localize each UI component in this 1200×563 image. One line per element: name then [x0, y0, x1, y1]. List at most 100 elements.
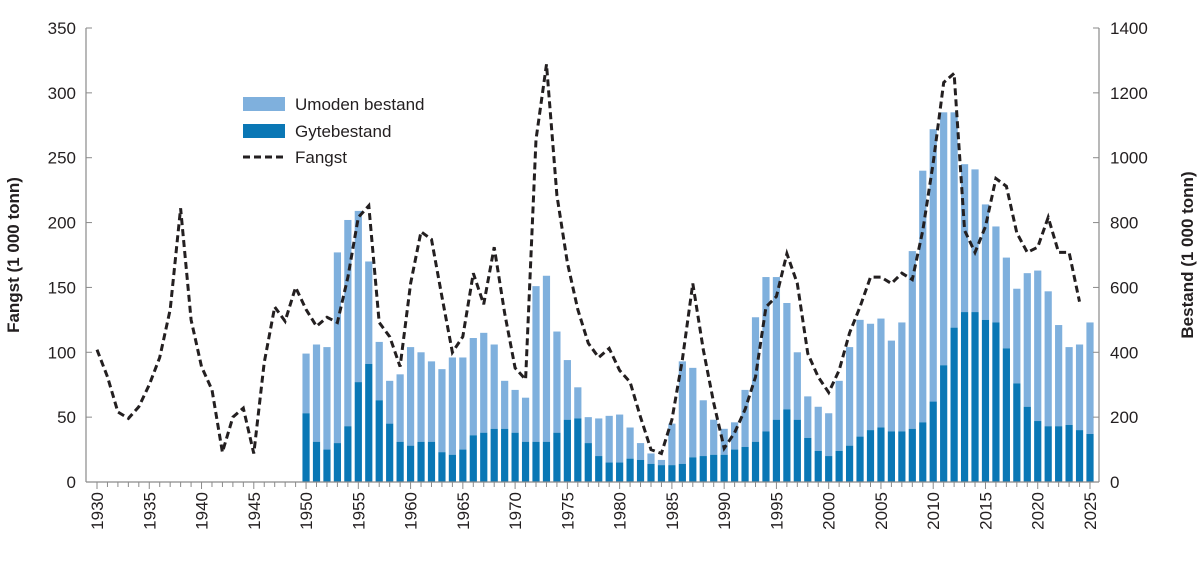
bar-umoden-2009	[919, 170, 927, 423]
bar-umoden-1985	[668, 423, 676, 466]
bar-umoden-2012	[950, 112, 958, 328]
bar-umoden-1982	[636, 443, 645, 460]
left-tick-label: 300	[48, 84, 76, 103]
bar-umoden-2002	[845, 347, 854, 446]
bar-gyte-1953	[333, 443, 342, 482]
bar-umoden-1968	[490, 344, 498, 429]
bar-umoden-2024	[1075, 344, 1084, 431]
bar-gyte-2020	[1034, 421, 1042, 482]
bar-umoden-1952	[323, 347, 331, 450]
bar-gyte-1979	[605, 462, 613, 482]
bar-umoden-2015	[981, 204, 990, 320]
bar-umoden-2018	[1013, 288, 1021, 384]
bar-gyte-1985	[668, 465, 676, 482]
legend-label-umoden: Umoden bestand	[295, 95, 424, 114]
bar-gyte-1990	[720, 454, 728, 482]
legend-label-gyte: Gytebestand	[295, 122, 391, 141]
bar-gyte-1995	[772, 419, 781, 482]
bar-gyte-2007	[898, 431, 906, 482]
bar-gyte-1989	[710, 454, 718, 482]
bar-umoden-1967	[480, 332, 488, 433]
x-tick-label: 1975	[558, 492, 577, 530]
bar-umoden-1973	[542, 275, 551, 442]
bar-gyte-2001	[835, 450, 843, 482]
bar-gyte-2025	[1086, 434, 1094, 482]
bar-gyte-1962	[427, 441, 436, 482]
bar-gyte-2000	[825, 456, 833, 482]
bar-umoden-2019	[1023, 273, 1031, 407]
bar-umoden-2014	[971, 169, 979, 313]
bar-umoden-1983	[647, 453, 655, 464]
bar-gyte-1967	[480, 432, 488, 482]
bar-umoden-1954	[344, 219, 352, 427]
right-tick-label: 800	[1110, 214, 1138, 233]
bar-umoden-1987	[689, 367, 697, 458]
x-tick-label: 1945	[245, 492, 264, 530]
right-tick-label: 1200	[1110, 84, 1148, 103]
bar-gyte-1955	[354, 382, 362, 482]
legend-label-fangst: Fangst	[295, 148, 347, 167]
bar-gyte-1957	[375, 400, 383, 482]
right-tick-label: 0	[1110, 473, 1119, 492]
bar-gyte-1980	[616, 462, 624, 482]
bar-gyte-2014	[971, 312, 979, 482]
bar-umoden-2022	[1055, 325, 1063, 427]
right-axis-label: Bestand (1 000 tonn)	[1178, 171, 1197, 338]
bar-umoden-1989	[710, 419, 718, 455]
bar-gyte-1959	[396, 441, 404, 482]
left-tick-label: 0	[67, 473, 76, 492]
x-tick-label: 1930	[88, 492, 107, 530]
right-tick-label: 400	[1110, 343, 1138, 362]
bar-gyte-1969	[501, 428, 509, 482]
left-tick-label: 150	[48, 278, 76, 297]
bar-umoden-2007	[898, 322, 906, 432]
bar-umoden-2000	[825, 413, 833, 457]
x-tick-label: 1990	[715, 492, 734, 530]
bar-gyte-1978	[595, 456, 603, 482]
x-tick-label: 1980	[611, 492, 630, 530]
left-tick-label: 200	[48, 214, 76, 233]
bar-umoden-1969	[501, 380, 509, 429]
x-tick-label: 1970	[506, 492, 525, 530]
bar-gyte-1976	[574, 418, 582, 482]
bar-gyte-1971	[521, 441, 530, 482]
bar-gyte-1984	[657, 465, 666, 482]
bar-umoden-1964	[448, 357, 456, 455]
bar-gyte-1954	[344, 426, 352, 482]
bar-gyte-1991	[731, 449, 739, 482]
x-tick-label: 1940	[193, 492, 212, 530]
x-tick-label: 1965	[454, 492, 473, 530]
x-tick-label: 1985	[663, 492, 682, 530]
bar-umoden-1961	[417, 352, 425, 442]
bar-gyte-1952	[323, 449, 331, 482]
bar-umoden-2011	[940, 112, 948, 366]
bar-umoden-2005	[877, 318, 885, 428]
bar-umoden-1974	[553, 331, 561, 433]
bar-umoden-2023	[1065, 347, 1073, 425]
x-tick-label: 2000	[820, 492, 839, 530]
bar-gyte-1999	[814, 450, 822, 482]
bar-gyte-1996	[783, 409, 791, 482]
x-tick-label: 2005	[872, 492, 891, 530]
bar-gyte-1994	[762, 431, 770, 482]
left-tick-label: 100	[48, 343, 76, 362]
bar-gyte-2010	[929, 401, 937, 482]
x-tick-label: 2015	[976, 492, 995, 530]
bar-umoden-1997	[793, 352, 801, 420]
bar-gyte-2022	[1055, 426, 1063, 482]
bar-gyte-1964	[448, 454, 456, 482]
bar-umoden-1996	[783, 302, 791, 410]
legend: Umoden bestand Gytebestand Fangst	[243, 95, 424, 167]
right-tick-label: 1400	[1110, 19, 1148, 38]
x-tick-label: 1995	[767, 492, 786, 530]
bar-umoden-1955	[354, 210, 362, 383]
bar-gyte-1974	[553, 432, 561, 482]
bar-umoden-1970	[511, 389, 519, 433]
bar-gyte-1981	[626, 458, 634, 482]
bar-gyte-1982	[636, 459, 645, 482]
bar-umoden-1981	[626, 427, 634, 459]
bar-umoden-1959	[396, 374, 404, 442]
bar-umoden-1999	[814, 406, 822, 451]
bar-gyte-2008	[908, 428, 916, 482]
bar-gyte-2002	[845, 445, 854, 482]
